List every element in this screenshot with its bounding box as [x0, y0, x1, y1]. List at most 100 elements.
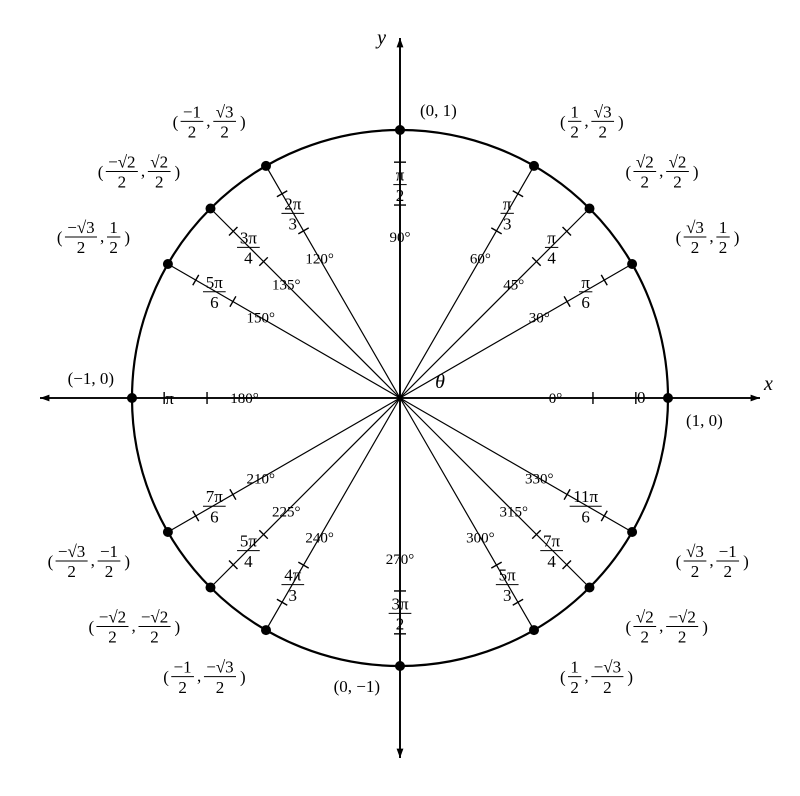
- svg-text:2: 2: [673, 173, 682, 192]
- coord-label: (−√32,12): [57, 218, 130, 257]
- svg-text:7π: 7π: [206, 487, 224, 506]
- coord-label: (√32,12): [676, 218, 740, 257]
- coord-label: (−12,−√32): [163, 658, 245, 697]
- degree-label: 270°: [386, 552, 415, 568]
- svg-text:√3: √3: [686, 218, 704, 237]
- svg-text:(: (: [676, 228, 682, 247]
- degree-label: 150°: [246, 311, 275, 327]
- svg-text:0: 0: [637, 388, 646, 407]
- svg-text:−√3: −√3: [206, 658, 233, 677]
- svg-text:1: 1: [570, 658, 579, 677]
- svg-text:): ): [175, 163, 181, 182]
- svg-text:−1: −1: [719, 542, 737, 561]
- svg-text:5π: 5π: [240, 532, 258, 551]
- angle-point: [529, 625, 539, 635]
- svg-text:5π: 5π: [206, 273, 224, 292]
- coord-label: (√32,−12): [676, 542, 749, 581]
- coord-label: (12,−√32): [560, 658, 633, 697]
- radian-label: 5π6: [203, 273, 226, 312]
- svg-text:,: ,: [659, 162, 663, 181]
- svg-text:3π: 3π: [391, 594, 409, 613]
- svg-text:1: 1: [570, 102, 579, 121]
- svg-text:3: 3: [503, 214, 512, 233]
- angle-point: [529, 161, 539, 171]
- svg-text:−1: −1: [100, 542, 118, 561]
- svg-text:3π: 3π: [240, 228, 258, 247]
- svg-text:−√2: −√2: [99, 607, 126, 626]
- svg-text:): ): [743, 552, 749, 571]
- radian-label: π: [165, 389, 174, 408]
- svg-text:−√3: −√3: [67, 218, 94, 237]
- svg-text:,: ,: [206, 111, 210, 130]
- svg-text:(−1, 0): (−1, 0): [68, 369, 114, 388]
- degree-label: 240°: [305, 530, 334, 546]
- angle-point: [261, 161, 271, 171]
- svg-text:√3: √3: [216, 102, 234, 121]
- svg-text:,: ,: [584, 111, 588, 130]
- svg-text:(: (: [88, 617, 94, 636]
- radian-label: π2: [393, 166, 406, 205]
- svg-text:(: (: [560, 112, 566, 131]
- svg-text:π: π: [165, 389, 174, 408]
- svg-text:4: 4: [547, 249, 556, 268]
- coord-label: (−12,√32): [173, 102, 246, 141]
- svg-text:6: 6: [210, 293, 219, 312]
- svg-text:2: 2: [118, 173, 127, 192]
- svg-text:): ): [627, 668, 633, 687]
- svg-text:2: 2: [220, 122, 229, 141]
- angle-point: [261, 625, 271, 635]
- svg-text:,: ,: [132, 616, 136, 635]
- svg-text:π: π: [503, 194, 512, 213]
- svg-text:4: 4: [244, 552, 253, 571]
- svg-text:,: ,: [197, 667, 201, 686]
- radian-label: 2π3: [281, 194, 304, 233]
- svg-text:(: (: [98, 163, 104, 182]
- svg-text:(: (: [560, 668, 566, 687]
- svg-text:(1, 0): (1, 0): [686, 411, 723, 430]
- svg-text:π: π: [547, 228, 556, 247]
- svg-text:2: 2: [603, 678, 612, 697]
- svg-text:√3: √3: [594, 102, 612, 121]
- svg-text:(: (: [676, 552, 682, 571]
- degree-label: 315°: [499, 505, 528, 521]
- angle-point: [395, 125, 405, 135]
- svg-text:−√3: −√3: [58, 542, 85, 561]
- angle-point: [627, 259, 637, 269]
- degree-label: 45°: [503, 277, 524, 293]
- svg-text:2: 2: [105, 562, 114, 581]
- svg-text:2π: 2π: [284, 194, 302, 213]
- y-axis-label: y: [375, 27, 386, 49]
- svg-text:): ): [124, 228, 130, 247]
- svg-text:−1: −1: [174, 658, 192, 677]
- svg-text:): ): [240, 668, 246, 687]
- svg-text:): ): [702, 617, 708, 636]
- svg-text:2: 2: [641, 628, 650, 647]
- coord-label: (√22,√22): [625, 153, 698, 192]
- svg-text:,: ,: [659, 616, 663, 635]
- svg-text:(: (: [625, 617, 631, 636]
- svg-text:4: 4: [547, 552, 556, 571]
- svg-text:√2: √2: [636, 607, 654, 626]
- svg-text:−√2: −√2: [141, 607, 168, 626]
- radian-label: 3π2: [389, 594, 412, 633]
- svg-text:(0, 1): (0, 1): [420, 101, 457, 120]
- svg-text:−√2: −√2: [668, 607, 695, 626]
- svg-text:1: 1: [719, 218, 728, 237]
- radian-label: π6: [579, 273, 592, 312]
- svg-text:2: 2: [641, 173, 650, 192]
- svg-text:2: 2: [691, 238, 700, 257]
- svg-text:2: 2: [77, 238, 86, 257]
- degree-label: 60°: [470, 252, 491, 268]
- degree-label: 30°: [529, 311, 550, 327]
- coord-label: (−√22,√22): [98, 153, 180, 192]
- degree-label: 120°: [305, 252, 334, 268]
- radian-label: 5π3: [496, 566, 519, 605]
- angle-point: [585, 203, 595, 213]
- radian-label: 4π3: [281, 566, 304, 605]
- svg-text:): ): [175, 617, 181, 636]
- svg-text:2: 2: [678, 628, 687, 647]
- degree-label: 90°: [390, 230, 411, 246]
- radian-label: 7π6: [203, 487, 226, 526]
- svg-text:1: 1: [109, 218, 118, 237]
- angle-point: [627, 527, 637, 537]
